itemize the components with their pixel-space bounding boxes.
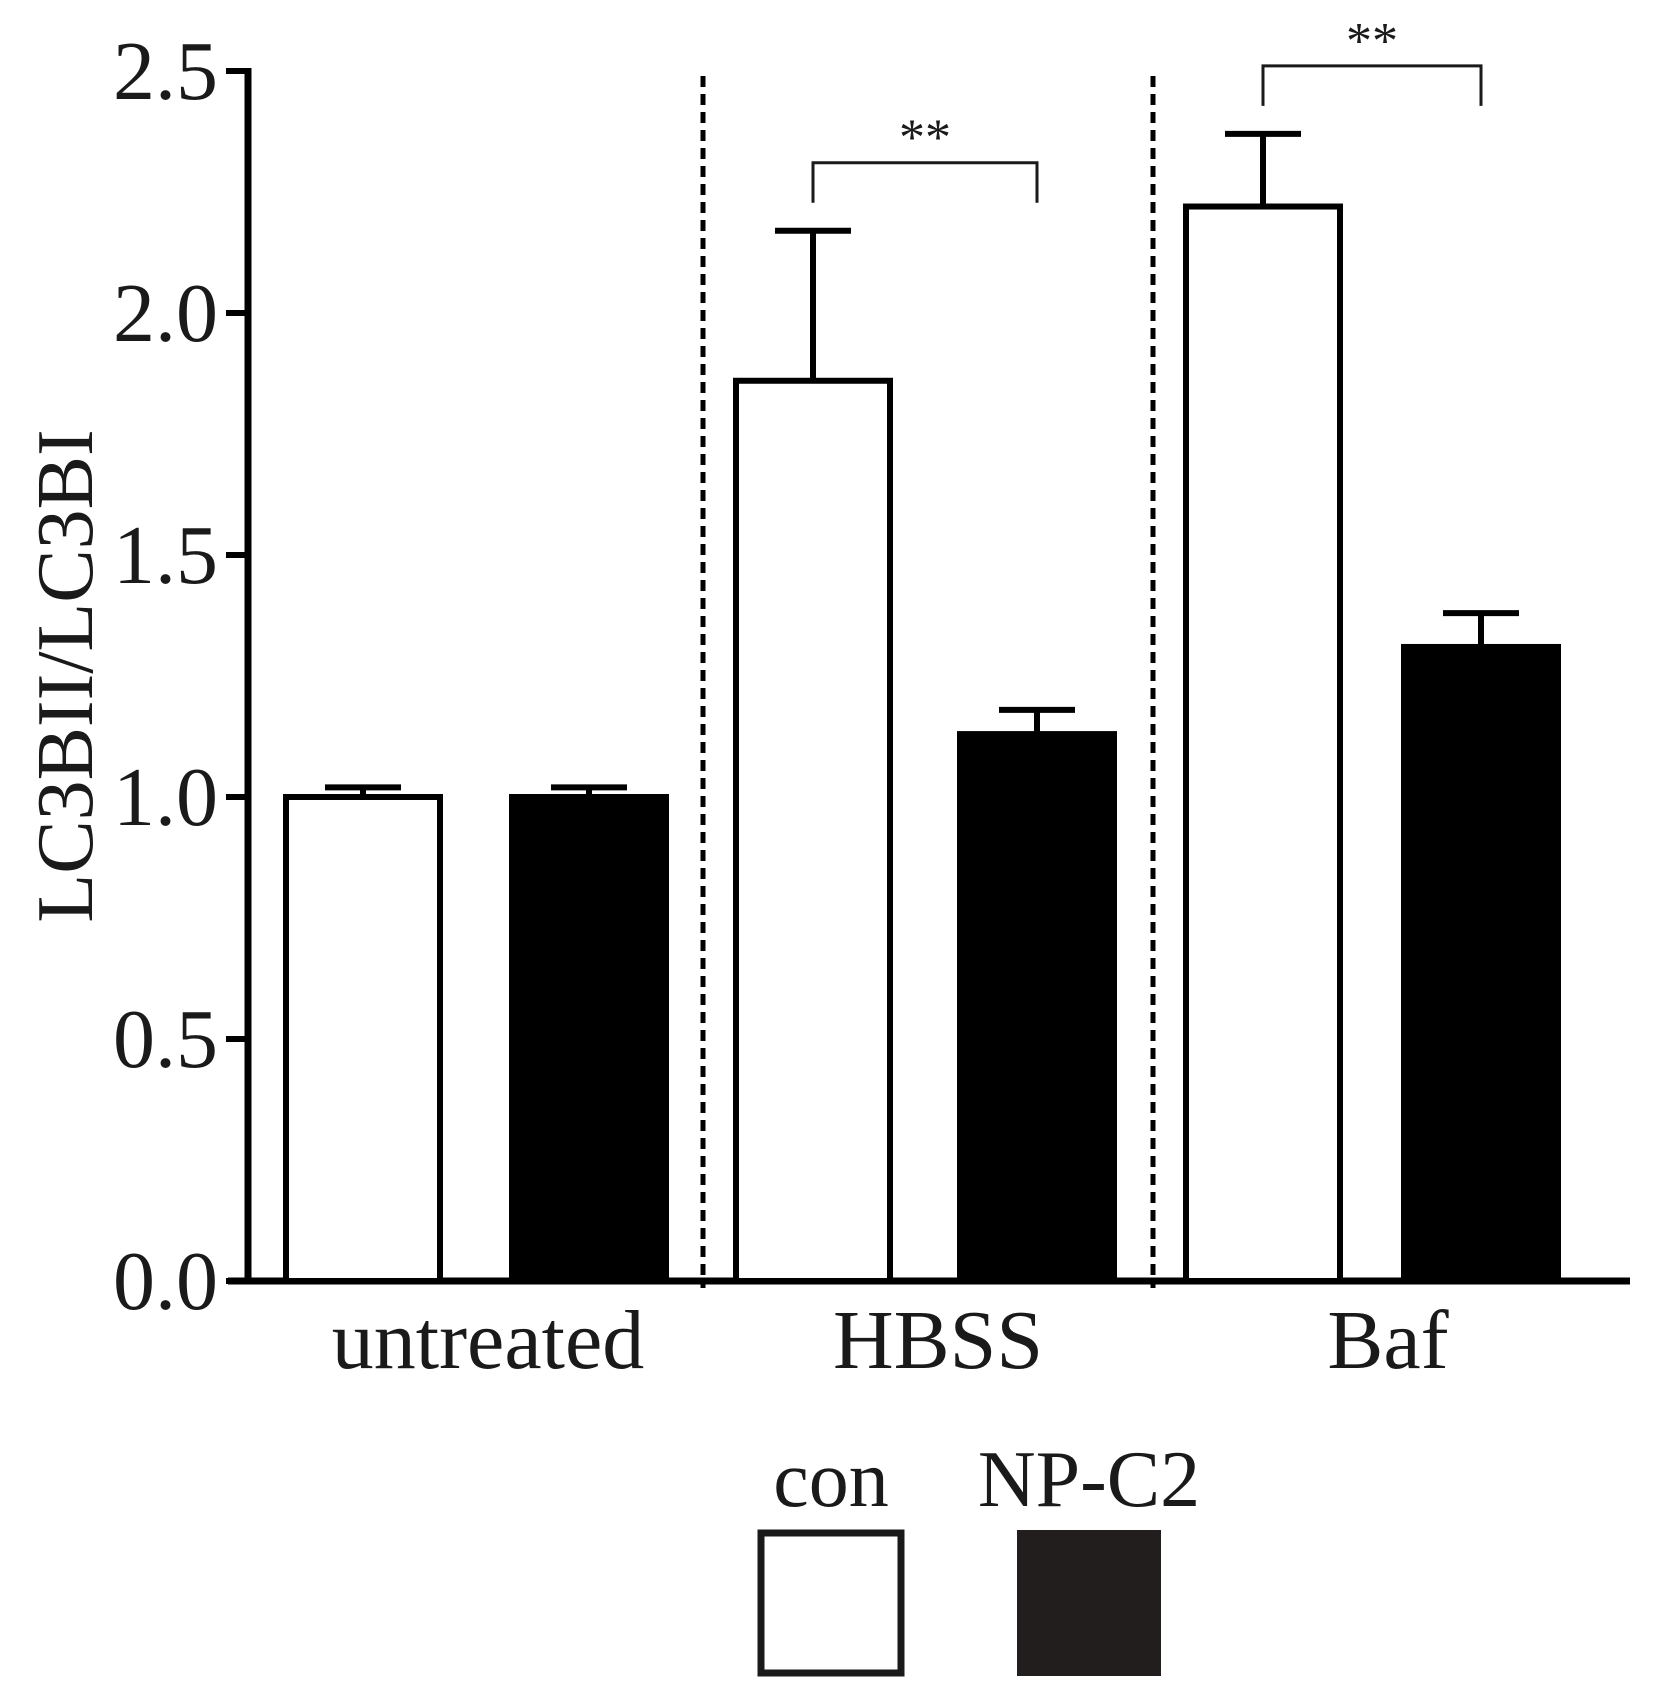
significance-label: ** [1346, 13, 1398, 70]
significance-bracket [1261, 64, 1483, 106]
x-category-label: Baf [1327, 1294, 1448, 1387]
legend-swatch-np-c2 [1017, 1530, 1161, 1676]
significance-label: ** [899, 110, 951, 167]
y-tick-label: 0.0 [113, 1235, 218, 1328]
y-tick-label: 1.0 [113, 751, 218, 844]
labels-layer: 0.0 0.5 1.0 1.5 2.0 2.5 untreated HBSS Baf ** ** [113, 13, 1483, 1387]
bar-np-c2-untreated [509, 794, 669, 1284]
legend-label-con: con [773, 1436, 889, 1524]
y-tick-label: 0.5 [113, 993, 218, 1086]
bar-con-untreated [283, 794, 443, 1284]
bar-con-baf [1183, 203, 1343, 1284]
bar-con-hbss [733, 377, 893, 1284]
y-tick-label: 2.0 [113, 267, 218, 360]
legend: con NP-C2 [757, 1436, 1200, 1677]
bar-np-c2-baf [1401, 643, 1561, 1284]
axes-layer [226, 68, 1630, 1288]
bars-layer [283, 130, 1561, 1284]
x-category-label: untreated [332, 1294, 645, 1387]
significance-bracket [811, 161, 1039, 203]
x-category-label: HBSS [833, 1294, 1043, 1387]
legend-swatch-con [757, 1529, 905, 1677]
bar-np-c2-hbss [957, 731, 1117, 1284]
y-axis-title: LC3BII/LC3BI [22, 429, 110, 922]
y-tick-label: 1.5 [113, 509, 218, 602]
y-tick-label: 2.5 [113, 25, 218, 118]
legend-label-np-c2: NP-C2 [978, 1436, 1200, 1524]
